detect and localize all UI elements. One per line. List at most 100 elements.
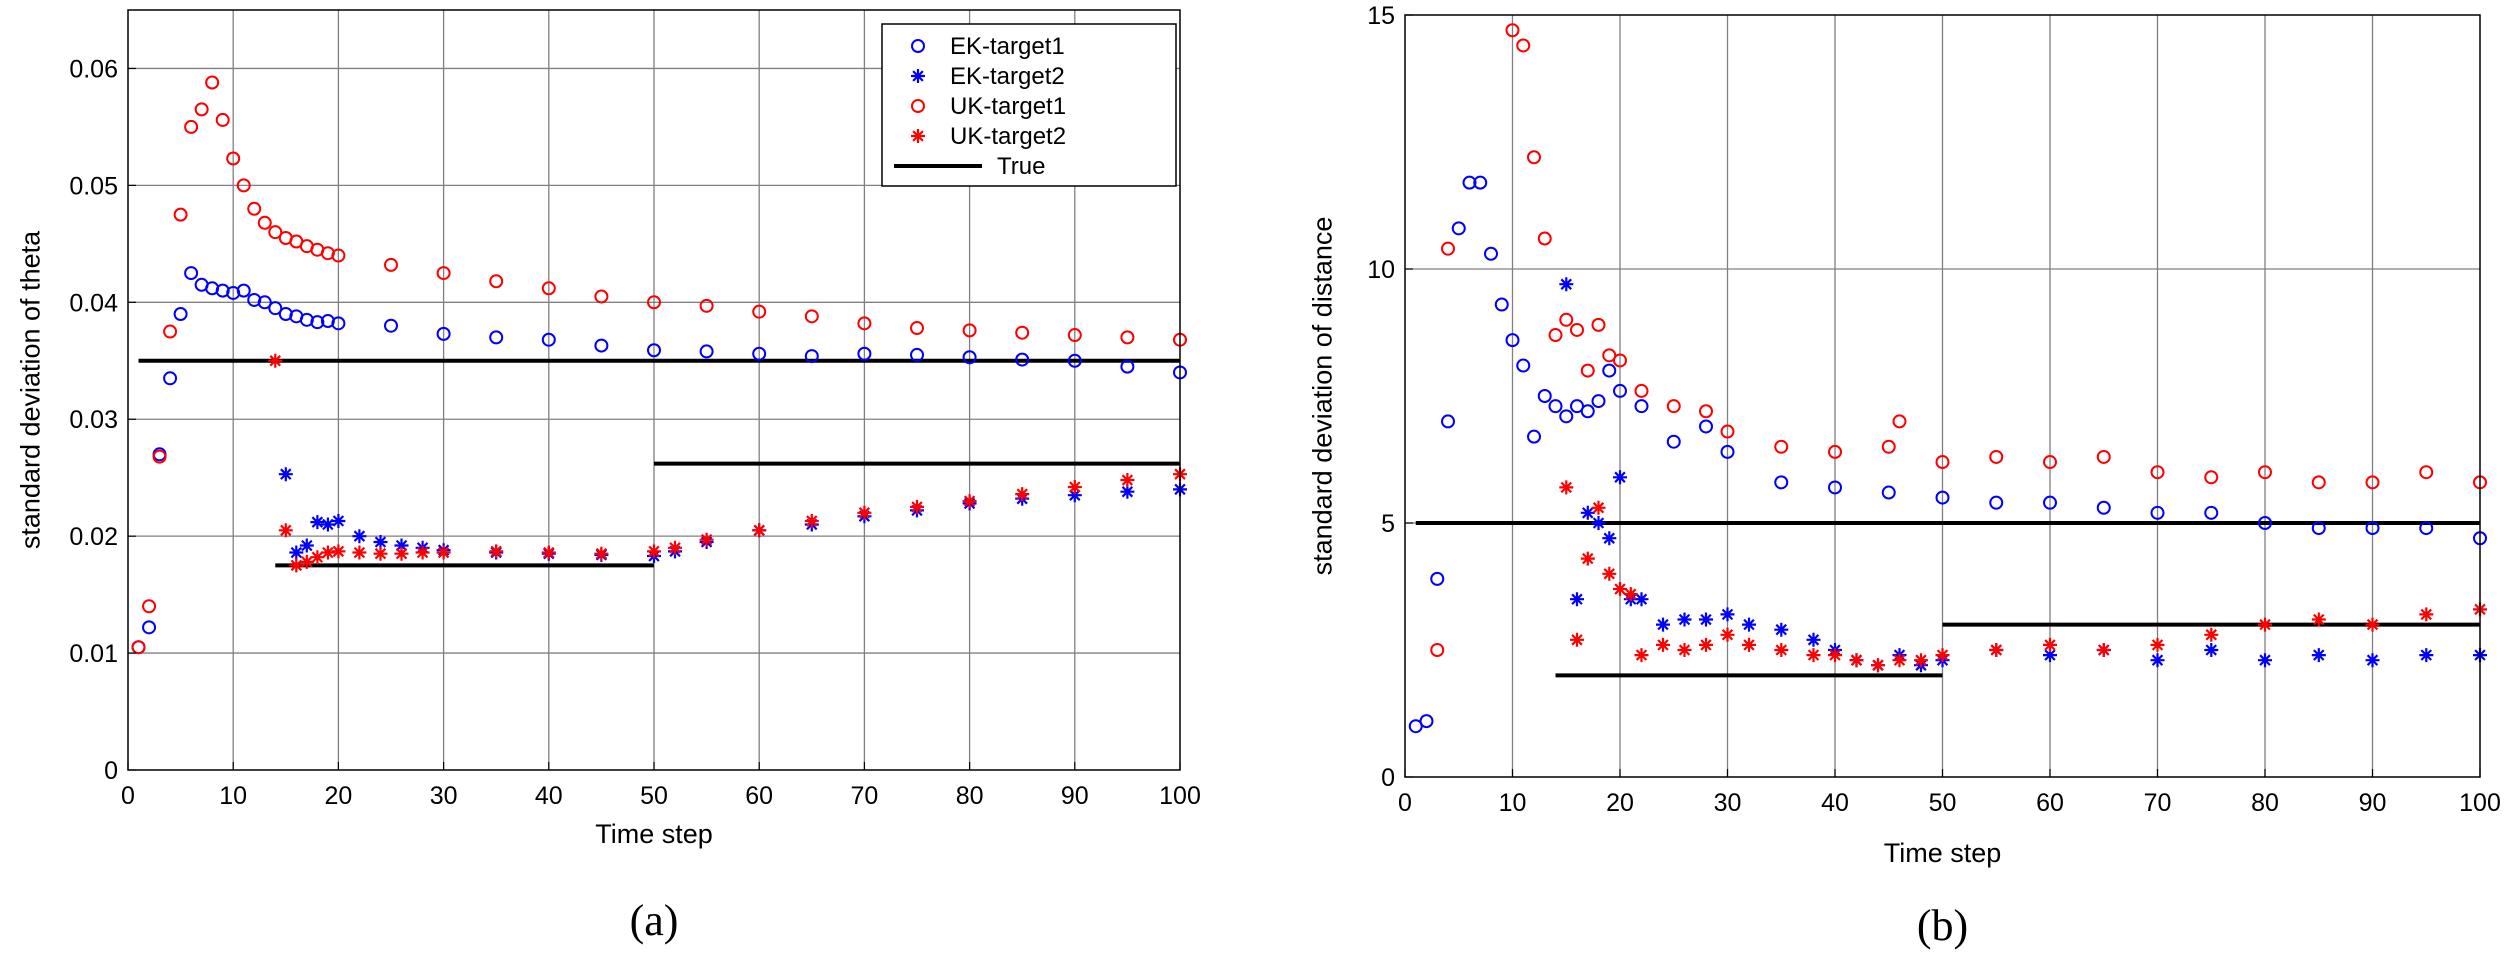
uk-target1-point xyxy=(1828,444,1842,459)
uk-target2-point xyxy=(541,545,556,560)
x-tick-label: 80 xyxy=(2251,789,2279,817)
x-tick-label: 10 xyxy=(219,782,247,810)
ek-target1-point xyxy=(1451,221,1466,236)
x-tick-label: 30 xyxy=(1714,789,1742,817)
y-tick-labels: 0 0.01 0.02 0.03 0.04 0.05 0.06 xyxy=(69,55,136,785)
uk-target1-point xyxy=(2419,465,2434,480)
ek-target1-point xyxy=(1602,363,1617,378)
ek-target2-point xyxy=(2258,653,2272,668)
uk-target2-point xyxy=(1699,637,1713,652)
uk-target2-point xyxy=(1720,627,1735,642)
uk-target1-point xyxy=(1505,23,1520,38)
x-tick-label: 20 xyxy=(324,782,352,810)
uk-target2-point xyxy=(699,532,714,547)
x-tick-label: 0 xyxy=(1398,789,1412,817)
uk-target1-point xyxy=(2150,465,2165,480)
uk-target1-point xyxy=(804,309,819,324)
uk-target2-point xyxy=(1634,648,1649,663)
ek-target1-point xyxy=(1774,475,1789,490)
ek-target2-point xyxy=(394,538,409,553)
uk-target1-point xyxy=(1067,328,1082,343)
uk-target1-point xyxy=(1774,439,1789,454)
ek-target2-point xyxy=(1656,617,1670,632)
y-tick-labels: 0 5 10 15 xyxy=(1367,2,1413,792)
ek-target1-point xyxy=(257,295,272,310)
uk-target1-point xyxy=(194,102,209,117)
uk-target2-point xyxy=(1871,658,1885,673)
ek-target1-point xyxy=(1720,444,1735,459)
ek-target1-point xyxy=(752,346,767,361)
ek-target1-point xyxy=(1548,399,1563,414)
uk-target2-point xyxy=(373,546,388,561)
uk-target2-point xyxy=(804,514,819,528)
ek-target2-point xyxy=(331,514,346,528)
ek-target1-point xyxy=(910,347,924,362)
x-tick-label: 100 xyxy=(2459,789,2501,817)
x-tick-labels: 0 10 20 30 40 50 60 70 80 90 100 xyxy=(1398,769,2501,817)
uk-target1-point xyxy=(236,178,251,193)
ek-target2-point xyxy=(2043,648,2057,663)
legend-label-true: True xyxy=(997,153,1045,180)
ek-target1-point xyxy=(1473,175,1488,190)
ek-target2-point xyxy=(1634,592,1649,607)
ek-target2-point xyxy=(299,538,314,553)
y-tick-label: 15 xyxy=(1367,2,1395,30)
uk-target2-point xyxy=(489,544,504,559)
uk-target2-point xyxy=(668,540,682,555)
uk-target2-point xyxy=(1677,643,1692,657)
uk-target2-point xyxy=(1570,632,1584,647)
uk-target1-point xyxy=(1666,399,1681,414)
ek-target1-point xyxy=(1666,434,1681,449)
y-tick-label: 0 xyxy=(104,757,118,785)
uk-target2-point xyxy=(320,545,335,560)
ek-target1-point xyxy=(436,326,451,341)
legend-box xyxy=(881,23,1177,187)
y-tick-label: 0.03 xyxy=(69,406,118,434)
uk-target2-point xyxy=(415,545,430,560)
ek-target1-point xyxy=(2150,505,2165,520)
legend-label-ek-target1: EK-target1 xyxy=(950,33,1065,60)
uk-target1-point xyxy=(1634,383,1649,398)
y-tick-label: 0.02 xyxy=(69,523,118,551)
true-lines xyxy=(138,358,1180,568)
ek-target1-point xyxy=(1015,352,1030,367)
ek-target1-point xyxy=(1989,495,2004,510)
ek-target2-point xyxy=(1699,612,1713,627)
ek-target2-point xyxy=(1774,622,1789,637)
uk-target1-point xyxy=(1120,330,1135,345)
uk-target2-point xyxy=(594,546,609,561)
uk-target2-point xyxy=(1774,643,1789,657)
panel-label: (b) xyxy=(1917,901,1968,950)
ek-target1-point xyxy=(1591,394,1606,409)
uk-target2-point xyxy=(278,523,293,538)
ek-target2-point xyxy=(2419,648,2434,663)
legend-label-uk-target1: UK-target1 xyxy=(950,93,1066,120)
ek-target1-point xyxy=(1580,404,1595,419)
x-tick-label: 50 xyxy=(640,782,668,810)
ek-target1-point xyxy=(1067,353,1082,368)
ek-target1-point xyxy=(1516,358,1531,373)
ek-target2-point xyxy=(1570,592,1584,607)
uk-target2-point xyxy=(299,554,314,569)
ek-target1-point xyxy=(1559,409,1574,424)
ek-target2-point xyxy=(1742,617,1756,632)
ek-target2-point xyxy=(1591,516,1606,530)
uk-target2-point xyxy=(1580,551,1595,566)
uk-target2-point xyxy=(2150,637,2165,652)
ek-target2-point xyxy=(352,529,367,544)
ek-target2-point xyxy=(1677,612,1692,627)
data-points xyxy=(1408,23,2487,734)
ek-target2-point xyxy=(1067,488,1082,503)
uk-target2-point xyxy=(1613,582,1627,596)
ek-target1-point xyxy=(1441,414,1455,429)
x-tick-label: 70 xyxy=(2144,789,2172,817)
ek-target1-point xyxy=(541,332,556,347)
ek-target1-point xyxy=(236,283,251,298)
uk-target1-point xyxy=(2204,470,2219,485)
x-tick-label: 60 xyxy=(2036,789,2064,817)
uk-target2-point xyxy=(857,505,872,520)
ek-target1-point xyxy=(2043,495,2057,510)
y-tick-label: 0 xyxy=(1381,764,1395,792)
